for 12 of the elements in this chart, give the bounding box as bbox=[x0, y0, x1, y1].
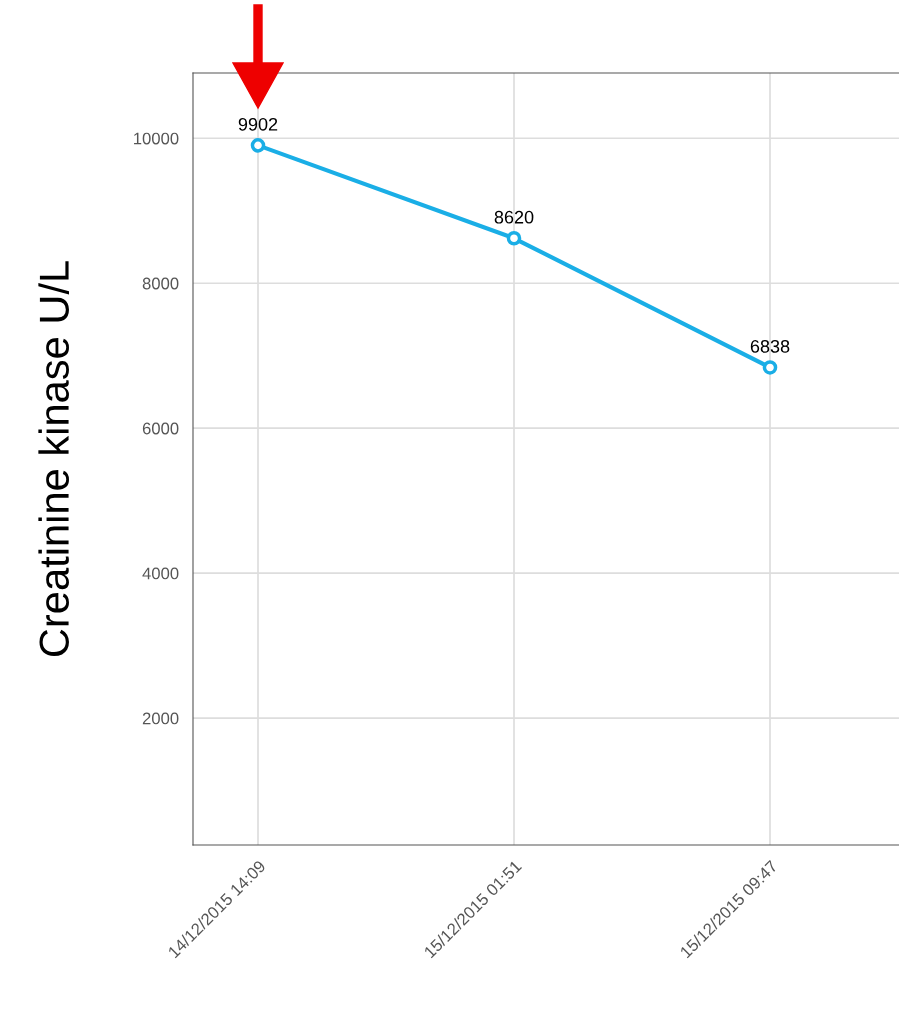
y-tick-label: 6000 bbox=[142, 422, 179, 435]
y-axis-title: Creatinine kinase U/L bbox=[38, 261, 69, 657]
point bbox=[506, 230, 522, 246]
y-tick-label: 2000 bbox=[142, 712, 179, 725]
data-label: 8620 bbox=[494, 210, 534, 224]
y-tick-label: 4000 bbox=[142, 567, 179, 580]
point bbox=[250, 138, 266, 153]
point bbox=[762, 360, 778, 375]
y-tick-label: 8000 bbox=[142, 277, 179, 290]
y-tick-label: 10000 bbox=[134, 132, 179, 145]
data-label: 9902 bbox=[238, 117, 278, 131]
data-label: 6838 bbox=[750, 339, 790, 353]
